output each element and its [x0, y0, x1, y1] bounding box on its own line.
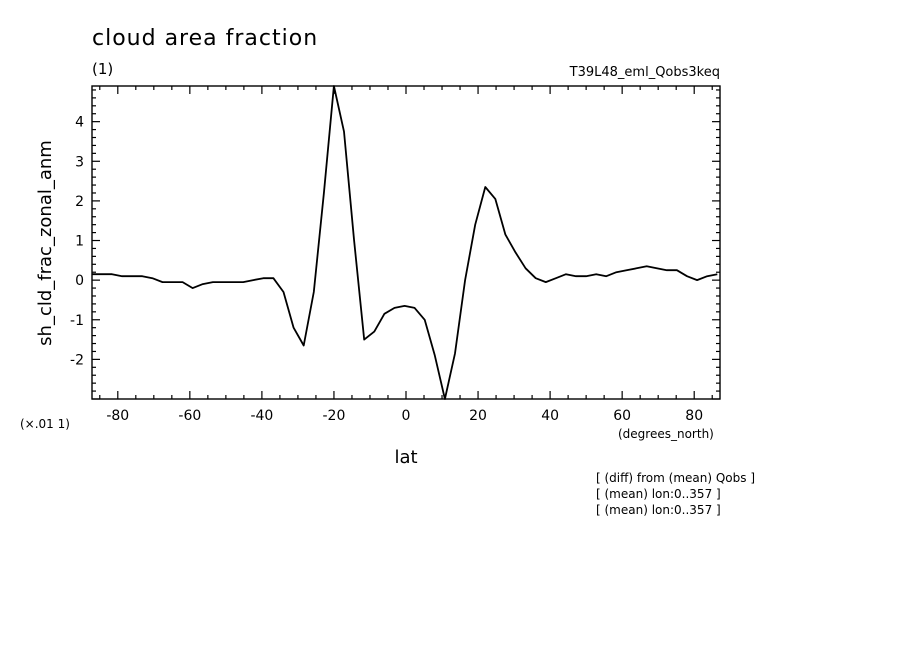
scale-note: (×.01 1)	[20, 417, 70, 431]
y-tick-label: 1	[75, 234, 84, 250]
x-tick-label: 0	[402, 408, 411, 424]
run-name-label: T39L48_eml_Qobs3keq	[569, 65, 720, 80]
x-tick-label: 60	[613, 408, 631, 424]
y-tick-label: 3	[75, 154, 84, 170]
x-tick-label: -80	[106, 408, 129, 424]
series-line	[91, 85, 718, 400]
note-line-1: [ (diff) from (mean) Qobs ]	[596, 471, 755, 485]
x-tick-label: 80	[685, 408, 703, 424]
x-tick-label: -20	[323, 408, 346, 424]
y-axis-label: sh_cld_frac_zonal_anm	[35, 140, 56, 346]
x-units-label: (degrees_north)	[618, 427, 714, 441]
tick-labels: -80 -60 -40 -20 0 20 40 60 80 -2 -1 0 1 2 3 4	[70, 115, 703, 424]
note-line-2: [ (mean) lon:0..357 ]	[596, 487, 721, 501]
units-label: (1)	[92, 60, 113, 78]
series-points	[91, 85, 718, 400]
x-tick-label: -40	[250, 408, 273, 424]
chart-title: cloud area fraction	[92, 26, 318, 51]
y-tick-label: 2	[75, 194, 84, 210]
x-tick-label: 20	[469, 408, 487, 424]
y-tick-label: -1	[70, 313, 84, 329]
note-line-3: [ (mean) lon:0..357 ]	[596, 503, 721, 517]
x-tick-label: 40	[541, 408, 559, 424]
y-tick-label: 4	[75, 115, 84, 131]
plot-frame	[91, 85, 721, 400]
y-tick-label: 0	[75, 273, 84, 289]
x-tick-label: -60	[178, 408, 201, 424]
y-tick-label: -2	[70, 352, 84, 368]
axis-ticks	[92, 86, 720, 400]
x-axis-label: lat	[394, 447, 417, 468]
